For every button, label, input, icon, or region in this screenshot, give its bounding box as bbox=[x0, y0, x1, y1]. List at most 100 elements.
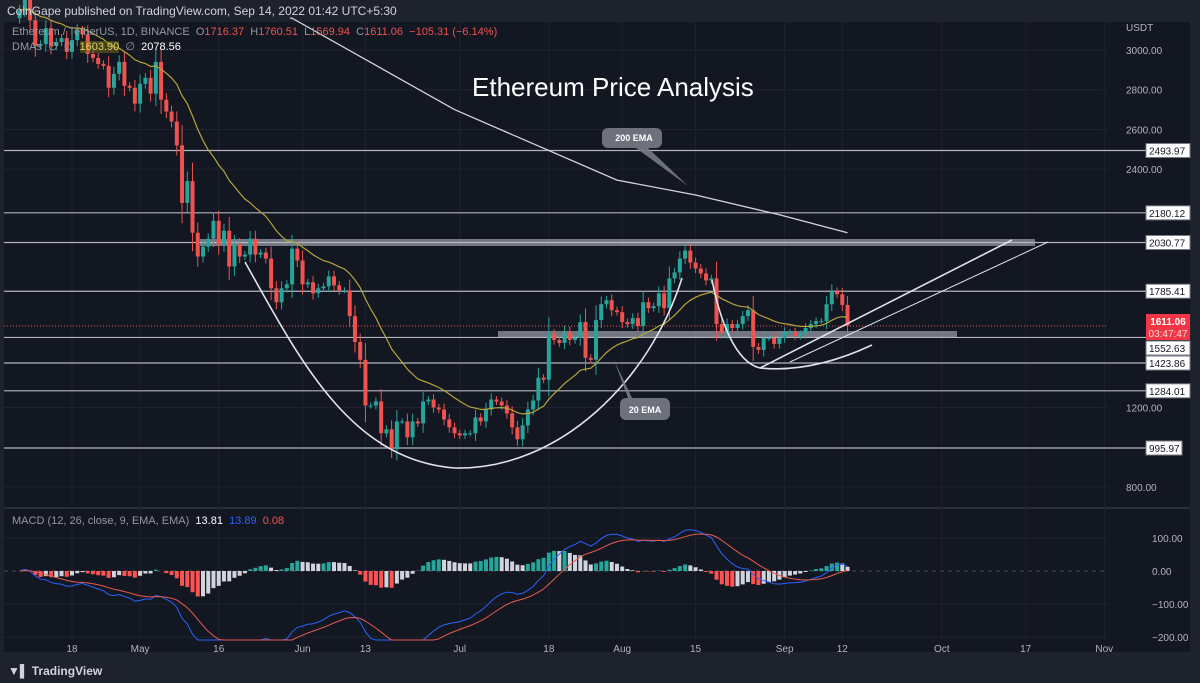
level-label: 1552.63 bbox=[1149, 344, 1186, 355]
dma-label[interactable]: DMAs bbox=[12, 41, 42, 53]
candle bbox=[321, 282, 326, 292]
macd-histogram-bar bbox=[436, 559, 441, 571]
dma-legend[interactable]: DMAs ∅ ∅ 1603.90 ∅ 2078.56 bbox=[12, 40, 181, 53]
candle bbox=[54, 37, 59, 51]
candle bbox=[326, 270, 331, 293]
candle-body bbox=[725, 324, 729, 334]
macd-histogram-bar bbox=[284, 568, 289, 571]
candle bbox=[342, 287, 347, 294]
candle-body bbox=[814, 321, 819, 325]
candle bbox=[546, 317, 551, 397]
macd-histogram-bar bbox=[546, 552, 551, 571]
symbol-legend[interactable]: Ethereum / TetherUS, 1D, BINANCE O1716.3… bbox=[12, 26, 497, 38]
candle bbox=[33, 9, 38, 57]
candle-body bbox=[562, 332, 567, 343]
candle bbox=[431, 394, 436, 413]
macd-histogram-bar bbox=[373, 571, 378, 586]
candle-body bbox=[342, 290, 347, 292]
candle-body bbox=[132, 87, 137, 104]
candle bbox=[599, 296, 604, 328]
candle bbox=[725, 318, 729, 339]
candle-body bbox=[33, 20, 38, 47]
candle-body bbox=[22, 0, 27, 11]
candle-body bbox=[17, 10, 22, 19]
candle-body bbox=[368, 405, 373, 407]
annotation-20ema: 20 EMA bbox=[614, 360, 670, 420]
candle bbox=[316, 283, 321, 298]
candle-body bbox=[719, 324, 724, 334]
macd-histogram-bar bbox=[111, 571, 116, 578]
candle bbox=[43, 20, 48, 52]
candle bbox=[641, 292, 646, 337]
macd-histogram-bar bbox=[54, 571, 59, 578]
candle-body bbox=[326, 276, 331, 287]
candle bbox=[672, 267, 677, 284]
macd-histogram-bar bbox=[808, 570, 813, 571]
macd-label[interactable]: MACD (12, 26, close, 9, EMA, EMA) bbox=[12, 515, 190, 527]
x-tick-label: 17 bbox=[1020, 644, 1032, 655]
low-value: 1569.94 bbox=[310, 26, 351, 38]
candle-body bbox=[793, 332, 798, 336]
level-badge bbox=[1145, 355, 1191, 371]
candle bbox=[263, 247, 268, 264]
macd-histogram-bar bbox=[342, 563, 347, 571]
dma-value: ∅ bbox=[63, 41, 74, 53]
candle bbox=[473, 409, 478, 442]
candle-body bbox=[452, 427, 457, 434]
symbol-name[interactable]: Ethereum / TetherUS, 1D, BINANCE bbox=[12, 26, 190, 38]
last-price-badge[interactable]: 1611.06 03:47:47 bbox=[1146, 314, 1190, 340]
candle-body bbox=[221, 230, 226, 245]
candle bbox=[122, 51, 127, 96]
candle-body bbox=[604, 300, 609, 305]
candle bbox=[379, 389, 384, 446]
candle-body bbox=[227, 230, 232, 267]
candle-body bbox=[573, 337, 578, 340]
candle-body bbox=[635, 318, 640, 327]
close-value: 1611.06 bbox=[364, 26, 404, 38]
macd-legend[interactable]: MACD (12, 26, close, 9, EMA, EMA) 13.81 … bbox=[12, 515, 284, 527]
candle bbox=[405, 413, 410, 446]
candle-body bbox=[594, 320, 598, 360]
candle bbox=[426, 395, 431, 406]
candle bbox=[415, 417, 420, 427]
annotation-200ema: 200 EMA bbox=[602, 128, 688, 186]
candle-body bbox=[688, 250, 693, 263]
candle-body bbox=[347, 290, 352, 317]
macd-histogram-bar bbox=[49, 571, 54, 578]
macd-histogram-bar bbox=[447, 560, 452, 571]
macd-histogram-bar bbox=[824, 566, 829, 571]
candle bbox=[311, 276, 316, 300]
macd-histogram-bar bbox=[326, 562, 331, 571]
macd-histogram-bar bbox=[174, 571, 179, 579]
candle-body bbox=[185, 181, 190, 203]
macd-histogram-bar bbox=[258, 566, 263, 571]
brand-name: TradingView bbox=[31, 664, 103, 678]
macd-histogram-bar bbox=[772, 571, 777, 582]
candle bbox=[578, 314, 583, 346]
macd-histogram-bar bbox=[667, 569, 672, 571]
macd-histogram-bar bbox=[248, 569, 253, 571]
macd-histogram-bar bbox=[745, 571, 750, 583]
macd-histogram-bar bbox=[473, 561, 478, 571]
candle bbox=[504, 400, 509, 419]
candle-body bbox=[248, 238, 253, 255]
macd-histogram-bar bbox=[698, 569, 703, 571]
macd-histogram-bar bbox=[394, 571, 399, 584]
macd-histogram-bar bbox=[468, 563, 473, 571]
tradingview-logo[interactable]: ▼▌ TradingView bbox=[8, 664, 102, 678]
candle-body bbox=[206, 238, 211, 247]
x-tick-label: 18 bbox=[66, 644, 78, 655]
candle-body bbox=[242, 254, 247, 257]
candle-body bbox=[599, 304, 604, 321]
macd-histogram-bar bbox=[609, 561, 614, 571]
candle-body bbox=[473, 417, 478, 434]
x-tick-label: Oct bbox=[934, 644, 950, 655]
candle-body bbox=[295, 248, 300, 261]
macd-histogram-bar bbox=[321, 563, 326, 571]
candle bbox=[117, 55, 122, 81]
candle-body bbox=[75, 30, 80, 41]
level-badge bbox=[1145, 205, 1191, 221]
macd-histogram-bar bbox=[630, 570, 635, 571]
macd-histogram-bar bbox=[290, 562, 295, 571]
